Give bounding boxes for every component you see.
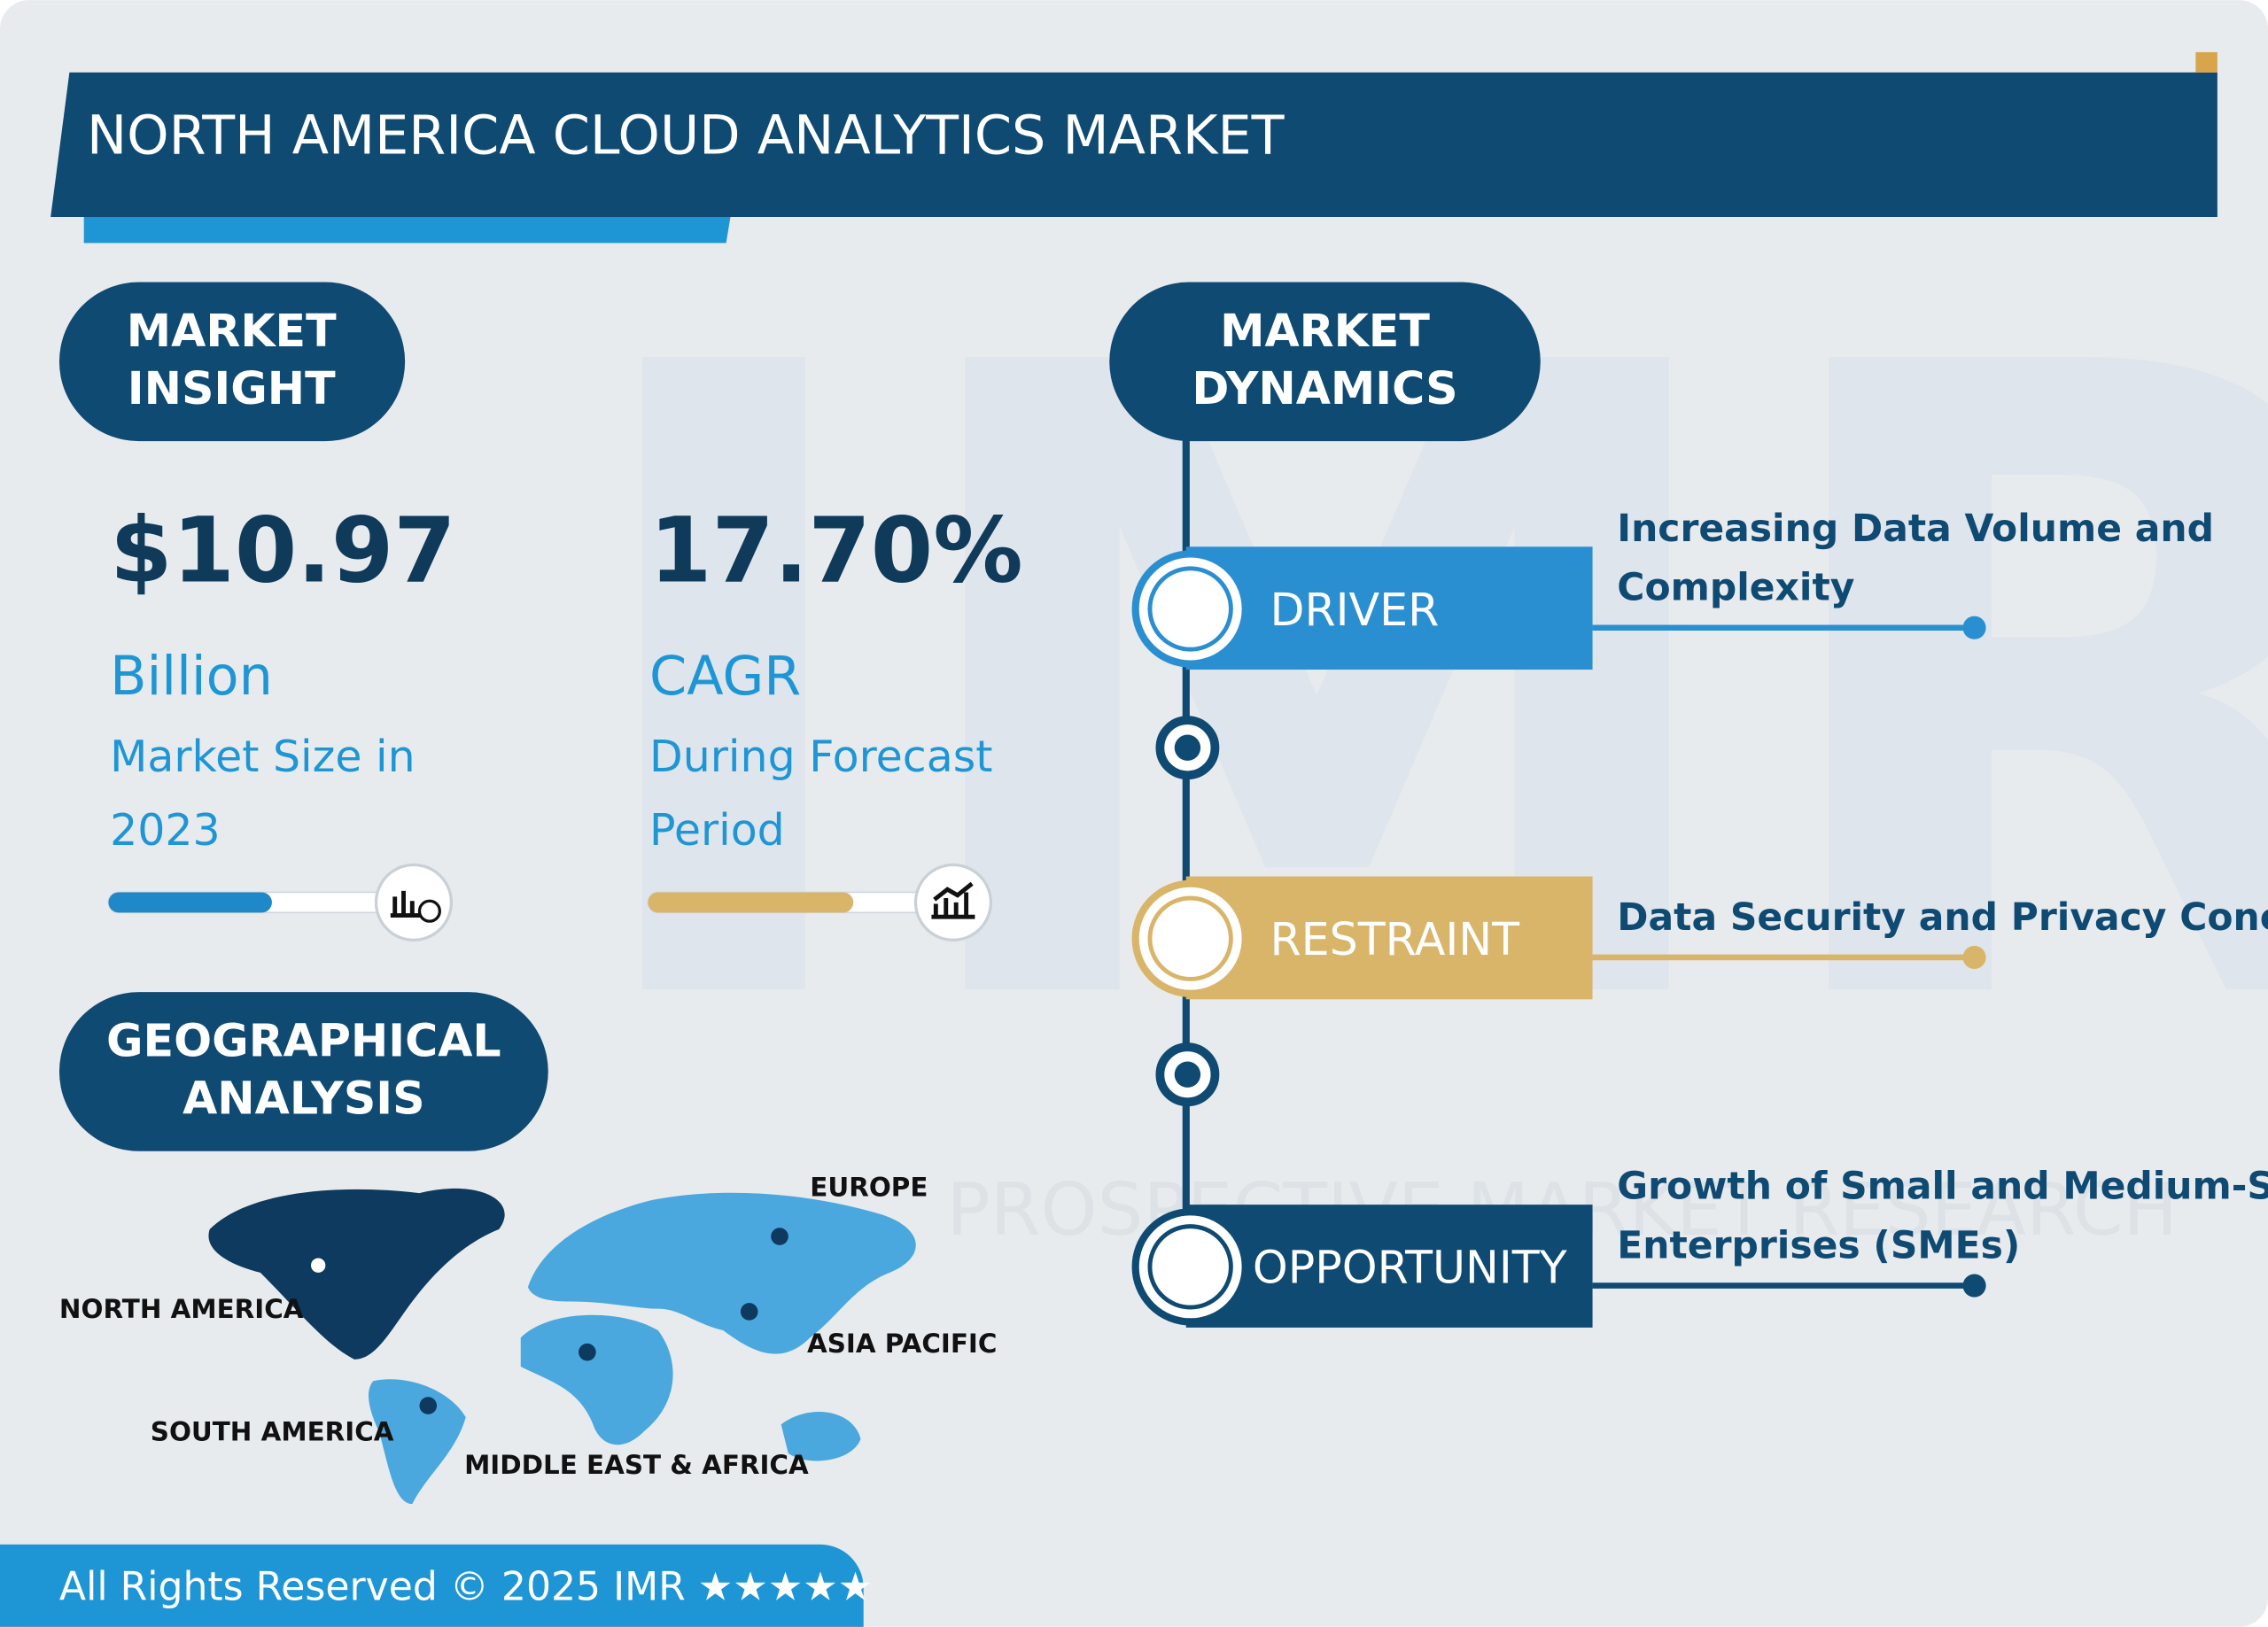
market-size-caption: Market Size in [110, 732, 416, 782]
dynamics-icon-inner [1147, 1224, 1233, 1310]
dynamics-label: RESTRAINT [1270, 913, 1520, 965]
dynamics-band [1185, 1205, 1593, 1328]
pin [740, 1303, 758, 1321]
region-label: EUROPE [810, 1173, 928, 1203]
continent [368, 1379, 466, 1505]
progress-fill [648, 892, 854, 913]
region-label: ASIA PACIFIC [807, 1329, 997, 1359]
market-size-unit: Billion [110, 646, 273, 708]
dynamics-band [1185, 876, 1593, 1000]
section-heading: MARKET [1220, 305, 1430, 357]
dynamics-text: Complexity [1617, 567, 1854, 610]
icon [931, 881, 975, 919]
continent [781, 1412, 861, 1461]
market-size-value: $10.97 [110, 499, 456, 603]
section-pill [1109, 282, 1541, 442]
header-accent [83, 217, 731, 244]
cagr-caption: Period [649, 805, 785, 856]
section-heading: MARKET [127, 305, 337, 357]
region-label: MIDDLE EAST & AFRICA [464, 1450, 809, 1480]
section-heading: INSIGHT [128, 362, 336, 414]
dynamics-pointer-dot [1962, 945, 1986, 970]
dynamics-label: DRIVER [1270, 584, 1439, 636]
dynamics-text: Increasing Data Volume and [1617, 507, 2214, 551]
dynamics-text: Data Security and Privacy Concerns [1617, 896, 2268, 940]
connector-dot [1174, 734, 1201, 761]
dynamics-items: DRIVER Increasing Data Volume and Complexi… [1131, 507, 2268, 1328]
dynamics-band [1185, 546, 1593, 670]
footer-text: All Rights Reserved © 2025 IMR ★★★★★ [59, 1564, 873, 1609]
header-title: NORTH AMERICA CLOUD ANALYTICS MARKET [87, 105, 1285, 167]
region-label: SOUTH AMERICA [151, 1417, 394, 1447]
market-size-caption: 2023 [110, 805, 221, 856]
dynamics-pointer-dot [1962, 616, 1986, 639]
world-map [208, 1188, 916, 1505]
dynamics-pointer-dot [1962, 1274, 1986, 1298]
header-corner [2195, 51, 2218, 73]
region-label: NORTH AMERICA [59, 1294, 304, 1324]
connector-dot [1174, 1061, 1201, 1088]
dynamics-label: OPPORTUNITY [1253, 1242, 1568, 1294]
pin [579, 1343, 596, 1361]
pin [311, 1258, 326, 1273]
dynamics-text: Enterprises (SMEs) [1617, 1225, 2020, 1268]
section-pill [58, 992, 548, 1151]
section-heading: GEOGRAPHICAL [106, 1014, 501, 1066]
footer-bar [0, 1544, 864, 1627]
progress-fill [108, 892, 272, 913]
cagr-caption: During Forecast [649, 732, 992, 782]
icon [417, 899, 441, 923]
pin [419, 1397, 438, 1414]
continent [208, 1188, 505, 1360]
continent [520, 1314, 673, 1445]
dynamics-icon-inner [1147, 566, 1233, 652]
section-heading: ANALYSIS [183, 1073, 424, 1125]
pin [771, 1228, 788, 1245]
section-heading: DYNAMICS [1192, 362, 1457, 414]
progress-icon [913, 863, 992, 941]
header-banner [50, 72, 2218, 218]
cagr-unit: CAGR [649, 646, 801, 708]
section-pill [58, 282, 406, 442]
cagr-value: 17.70% [649, 499, 1023, 603]
continent [527, 1192, 916, 1354]
dynamics-text: Growth of Small and Medium-Sized [1617, 1166, 2268, 1209]
connector [1155, 716, 1220, 1107]
icon [390, 890, 429, 918]
map-pins [311, 1228, 788, 1414]
dynamics-icon-inner [1147, 895, 1233, 981]
